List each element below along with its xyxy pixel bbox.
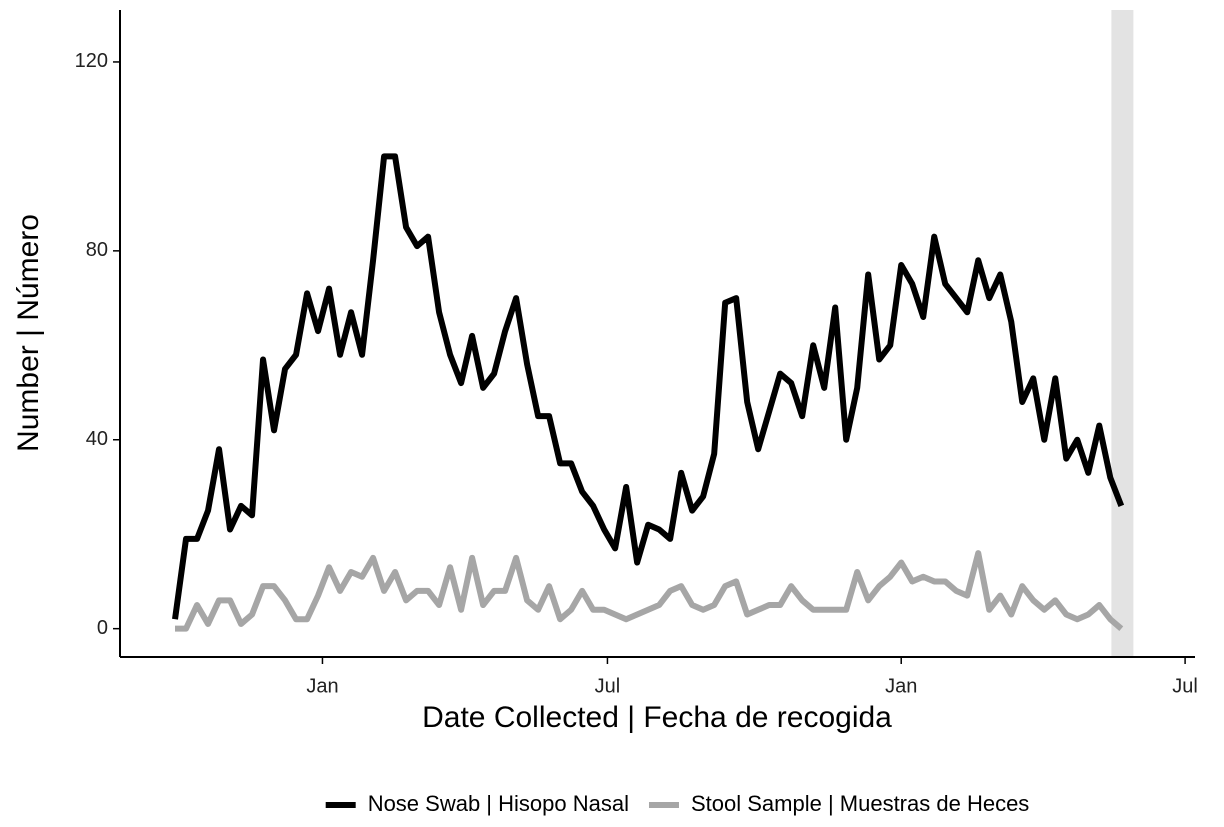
- series-line: [172, 153, 1125, 620]
- series-line: [175, 550, 1124, 632]
- x-axis-title: Date Collected | Fecha de recogida: [422, 701, 892, 734]
- legend-label: Stool Sample | Muestras de Heces: [691, 791, 1029, 816]
- x-tick-label: Jul: [595, 675, 621, 697]
- shaded-region: [1111, 10, 1134, 657]
- legend-label: Nose Swab | Hisopo Nasal: [368, 791, 629, 816]
- x-tick-label: Jan: [885, 675, 917, 697]
- y-axis-title: Number | Número: [12, 214, 45, 452]
- x-tick-label: Jan: [306, 675, 338, 697]
- x-tick-label: Jul: [1172, 675, 1198, 697]
- y-tick-label: 120: [75, 50, 108, 72]
- y-tick-label: 80: [86, 239, 108, 261]
- y-tick-label: 0: [97, 617, 108, 639]
- y-tick-label: 40: [86, 428, 108, 450]
